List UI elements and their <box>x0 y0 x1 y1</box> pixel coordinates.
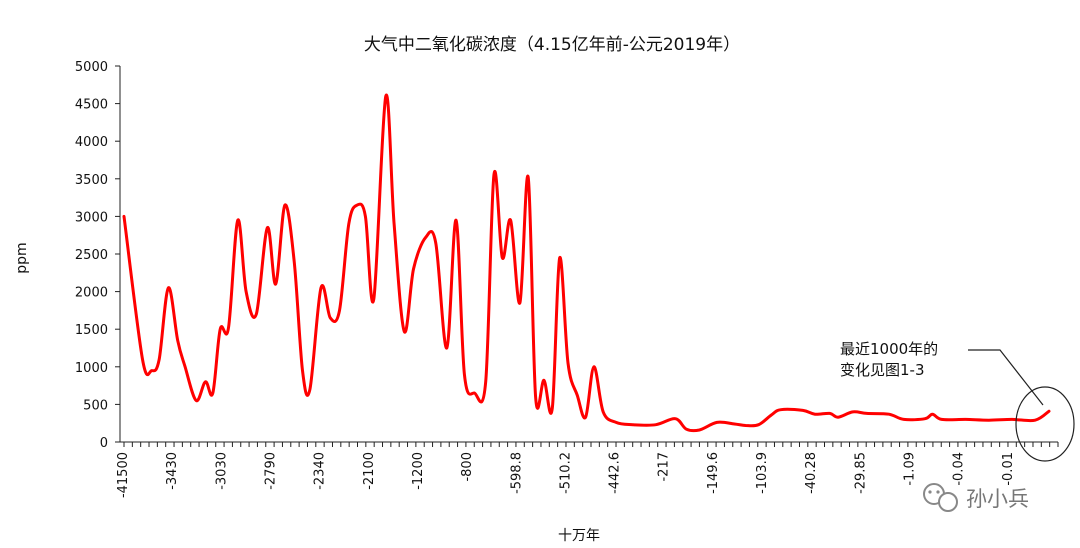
x-tick-label: -510.2 <box>558 452 573 494</box>
y-axis-title: ppm <box>14 242 30 273</box>
y-tick-labels: 0 500 1000 1500 2000 2500 3000 3500 4000 4500 5000 <box>75 60 108 451</box>
chart-title: 大气中二氧化碳浓度（4.15亿年前-公元2019年） <box>364 35 740 55</box>
x-tick-label: -149.6 <box>706 452 721 494</box>
y-tick-label: 3500 <box>75 173 108 188</box>
y-tick-label: 4500 <box>75 98 108 113</box>
x-tick-label: -442.6 <box>608 452 623 494</box>
plot-area <box>122 93 1051 433</box>
x-tick-label: -217 <box>657 452 672 482</box>
x-tick-label: -1.09 <box>903 452 918 486</box>
y-tick-label: 0 <box>100 436 108 451</box>
annotation-line-1: 最近1000年的 <box>840 340 938 358</box>
x-tick-label: -40.28 <box>804 452 819 494</box>
co2-series-line <box>122 93 1051 433</box>
wechat-official-account-icon <box>923 483 958 512</box>
watermark-text: 孙小兵 <box>966 487 1029 511</box>
x-tick-labels: -41500 -3430 -3030 -2790 -2340 -2100 -1200 -800… <box>116 452 1016 498</box>
x-tick-label: -0.01 <box>1001 452 1016 486</box>
y-tick-label: 5000 <box>75 60 108 75</box>
annotation-circle <box>1015 386 1075 462</box>
x-tick-label: -3030 <box>214 452 229 490</box>
x-tick-label: -2790 <box>263 452 278 490</box>
x-tick-label: -2100 <box>362 452 377 490</box>
x-tick-label: -1200 <box>411 452 426 490</box>
x-tick-label: -0.04 <box>952 452 967 486</box>
watermark: 孙小兵 <box>923 483 1029 512</box>
y-tick-label: 500 <box>83 398 108 413</box>
recent-period-annotation: 最近1000年的 变化见图1-3 <box>840 340 1075 462</box>
x-tick-label: -598.8 <box>509 452 524 494</box>
y-tick-label: 2500 <box>75 248 108 263</box>
annotation-leader-line <box>968 349 1044 406</box>
chart-axes <box>115 65 1059 447</box>
x-tick-label: -103.9 <box>755 452 770 494</box>
y-tick-label: 1500 <box>75 323 108 338</box>
x-tick-label: -2340 <box>313 452 328 490</box>
x-tick-label: -3430 <box>165 452 180 490</box>
y-tick-label: 1000 <box>75 361 108 376</box>
x-axis-title: 十万年 <box>558 528 600 544</box>
y-tick-label: 3000 <box>75 210 108 225</box>
x-tick-label: -800 <box>460 452 475 482</box>
annotation-line-2: 变化见图1-3 <box>840 361 925 379</box>
y-tick-label: 4000 <box>75 135 108 150</box>
y-tick-label: 2000 <box>75 286 108 301</box>
x-tick-label: -41500 <box>116 452 131 498</box>
x-tick-label: -29.85 <box>853 452 868 494</box>
